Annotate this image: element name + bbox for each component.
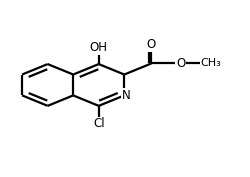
Text: N: N [122,89,131,102]
Text: OH: OH [90,41,108,54]
Text: Cl: Cl [93,117,104,130]
Text: O: O [147,38,156,51]
Text: O: O [176,57,186,70]
Text: CH₃: CH₃ [201,58,222,68]
